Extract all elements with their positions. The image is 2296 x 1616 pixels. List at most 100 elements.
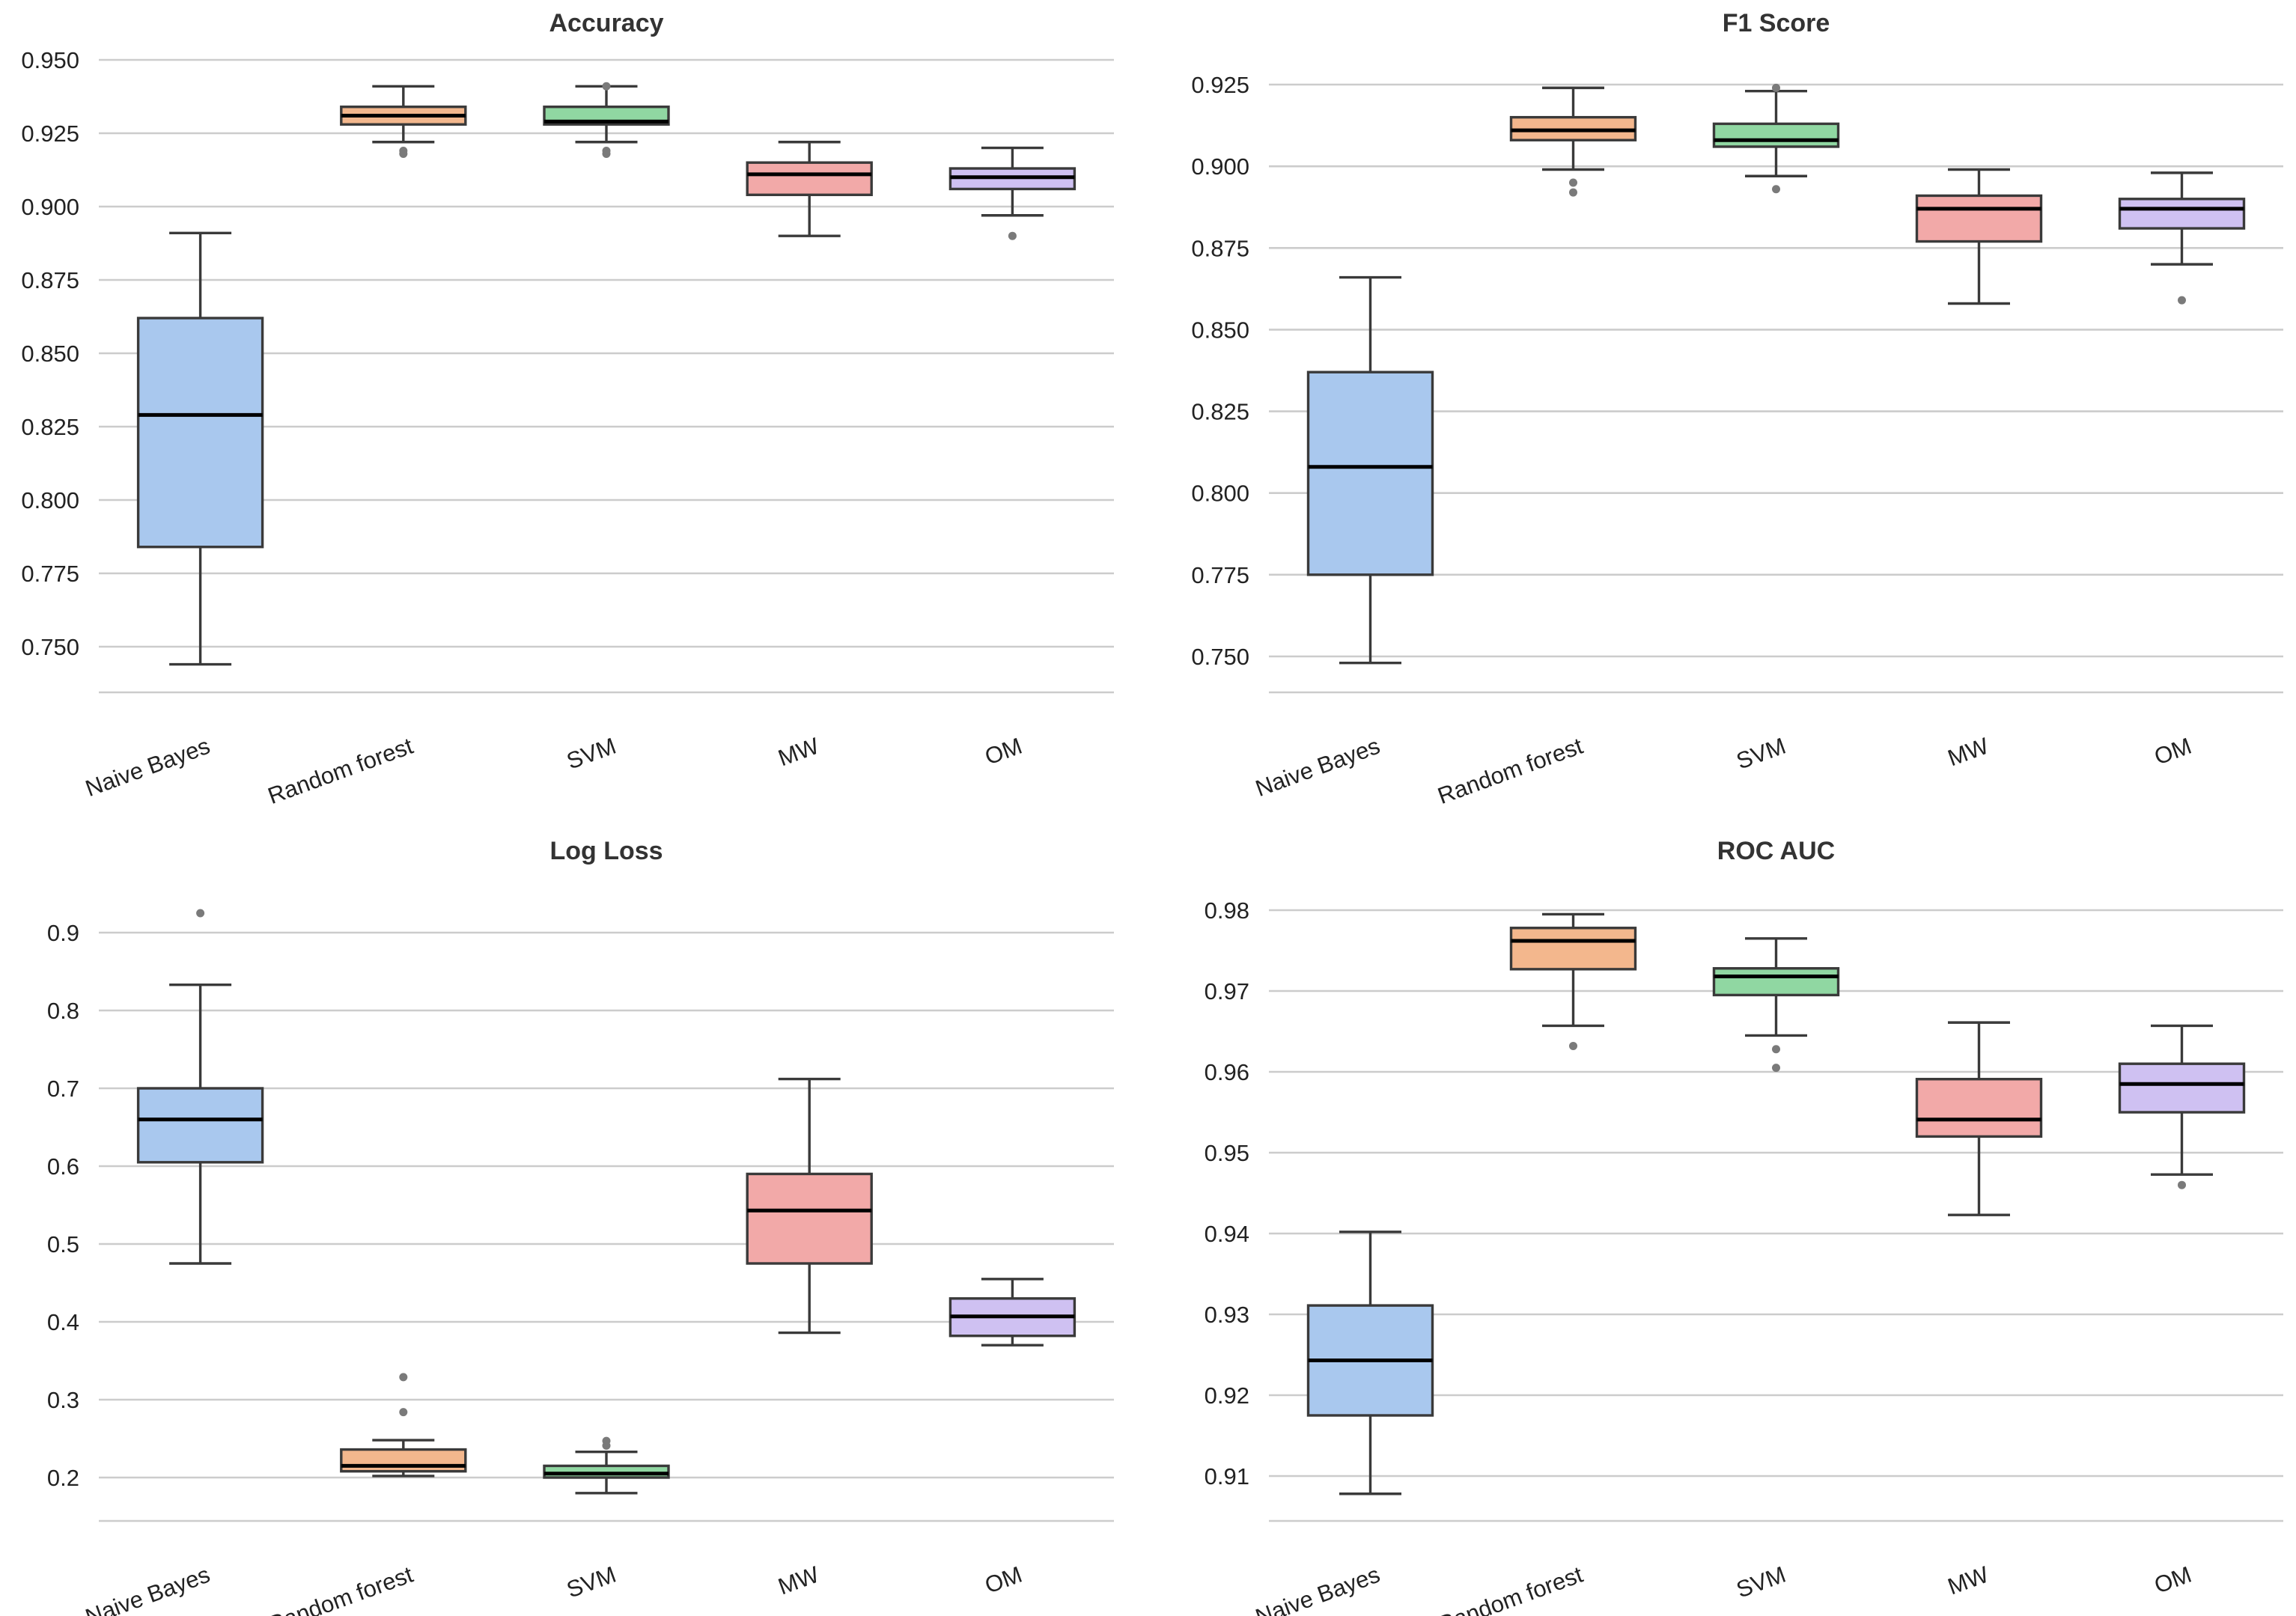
outlier-point [1569, 188, 1577, 197]
box-mw [1915, 168, 2043, 305]
x-tick-label: Random forest [264, 733, 416, 810]
y-tick-label: 0.8 [47, 998, 79, 1024]
y-tick-label: 0.825 [1191, 399, 1249, 425]
x-tick-label: Naive Bayes [82, 1561, 213, 1616]
x-tick-label: OM [2151, 733, 2195, 770]
y-tick-label: 0.9 [47, 920, 79, 946]
box-om [2118, 171, 2246, 305]
box-naive-bayes [1306, 1231, 1434, 1495]
y-tick-label: 0.4 [47, 1309, 79, 1335]
x-tick-label: OM [2151, 1561, 2195, 1599]
box-naive-bayes [136, 231, 264, 666]
y-tick-label: 0.94 [1205, 1221, 1249, 1247]
y-tick-label: 0.7 [47, 1076, 79, 1102]
outlier-point [602, 1436, 611, 1445]
y-tick-label: 0.900 [1191, 153, 1249, 180]
box-mw [746, 1077, 873, 1335]
iqr-box [1915, 1078, 2043, 1138]
outlier-point [1008, 231, 1017, 240]
outlier-point [399, 1408, 408, 1417]
outlier-point [399, 147, 408, 156]
chart-panel-2: Log Loss 0.2 0.3 0.4 0.5 0.6 0.7 0.8 0.9 Naive Ba… [47, 837, 1114, 1616]
y-tick-label: 0.96 [1205, 1059, 1249, 1085]
box-random-forest [340, 1373, 467, 1478]
y-tick-label: 0.900 [21, 194, 79, 220]
outlier-point [602, 82, 611, 91]
outlier-point [1569, 178, 1577, 187]
y-tick-label: 0.825 [21, 414, 79, 440]
x-tick-label: Naive Bayes [1252, 733, 1383, 802]
box-mw [746, 141, 873, 237]
y-tick-label: 0.750 [21, 634, 79, 660]
y-tick-label: 0.850 [21, 341, 79, 367]
x-tick-label: Random forest [1434, 1561, 1586, 1616]
outlier-point [399, 1373, 408, 1382]
x-tick-label: OM [981, 1561, 1026, 1599]
x-tick-label: SVM [1733, 1561, 1789, 1603]
chart-title: Log Loss [549, 837, 663, 865]
box-naive-bayes [1306, 275, 1434, 665]
y-tick-label: 0.5 [47, 1231, 79, 1257]
iqr-box [746, 161, 873, 197]
chart-panel-0: Accuracy 0.750 0.775 0.800 0.825 0.850 0.875 0.… [21, 9, 1114, 809]
box-random-forest [340, 85, 467, 158]
x-tick-label: MW [775, 1561, 823, 1600]
y-tick-label: 0.97 [1205, 978, 1249, 1004]
y-tick-label: 0.98 [1205, 897, 1249, 924]
y-tick-label: 0.800 [1191, 481, 1249, 507]
iqr-box [1712, 967, 1840, 997]
outlier-point [196, 909, 205, 918]
iqr-box [543, 1464, 670, 1479]
y-tick-label: 0.93 [1205, 1302, 1249, 1328]
outlier-point [1772, 1045, 1780, 1054]
y-tick-label: 0.775 [1191, 562, 1249, 588]
iqr-box [2118, 1062, 2246, 1114]
box-svm [1712, 83, 1840, 194]
x-tick-label: SVM [563, 1561, 619, 1603]
y-tick-label: 0.2 [47, 1465, 79, 1491]
outlier-point [1772, 1064, 1780, 1073]
iqr-box [1915, 194, 2043, 243]
outlier-point [2178, 1180, 2186, 1189]
x-tick-label: Naive Bayes [1252, 1561, 1383, 1616]
chart-panel-1: F1 Score 0.750 0.775 0.800 0.825 0.850 0.875 0.… [1191, 9, 2283, 809]
x-tick-label: MW [1944, 1561, 1992, 1600]
x-tick-label: MW [775, 732, 823, 771]
x-tick-label: MW [1944, 732, 1992, 771]
outlier-point [1569, 1041, 1577, 1050]
y-tick-label: 0.850 [1191, 317, 1249, 343]
outlier-point [2178, 296, 2186, 305]
x-tick-label: SVM [1733, 733, 1789, 775]
box-random-forest [1509, 86, 1637, 197]
x-tick-label: Random forest [264, 1561, 416, 1616]
y-tick-label: 0.875 [21, 267, 79, 293]
box-svm [543, 1436, 670, 1495]
y-tick-label: 0.91 [1205, 1463, 1249, 1490]
y-tick-label: 0.800 [21, 487, 79, 513]
box-random-forest [1509, 912, 1637, 1050]
chart-title: Accuracy [549, 9, 663, 37]
chart-panel-3: ROC AUC 0.91 0.92 0.93 0.94 0.95 0.96 0.97 0.98 N… [1205, 837, 2283, 1616]
iqr-box [136, 1087, 264, 1164]
box-mw [1915, 1021, 2043, 1216]
y-tick-label: 0.775 [21, 561, 79, 587]
y-tick-label: 0.925 [1191, 72, 1249, 98]
box-svm [1712, 937, 1840, 1073]
iqr-box [1306, 371, 1434, 576]
box-om [948, 1278, 1077, 1347]
iqr-box [2118, 198, 2246, 230]
iqr-box [1712, 122, 1840, 148]
x-tick-label: Naive Bayes [82, 733, 213, 802]
y-tick-label: 0.92 [1205, 1382, 1249, 1409]
outlier-point [1772, 83, 1780, 92]
x-tick-label: SVM [563, 733, 619, 775]
y-tick-label: 0.925 [21, 121, 79, 147]
outlier-point [602, 147, 611, 156]
y-tick-label: 0.95 [1205, 1140, 1249, 1166]
y-tick-label: 0.6 [47, 1153, 79, 1180]
iqr-box [746, 1172, 873, 1265]
x-tick-label: Random forest [1434, 733, 1586, 810]
y-tick-label: 0.750 [1191, 644, 1249, 670]
chart-title: F1 Score [1723, 9, 1830, 37]
